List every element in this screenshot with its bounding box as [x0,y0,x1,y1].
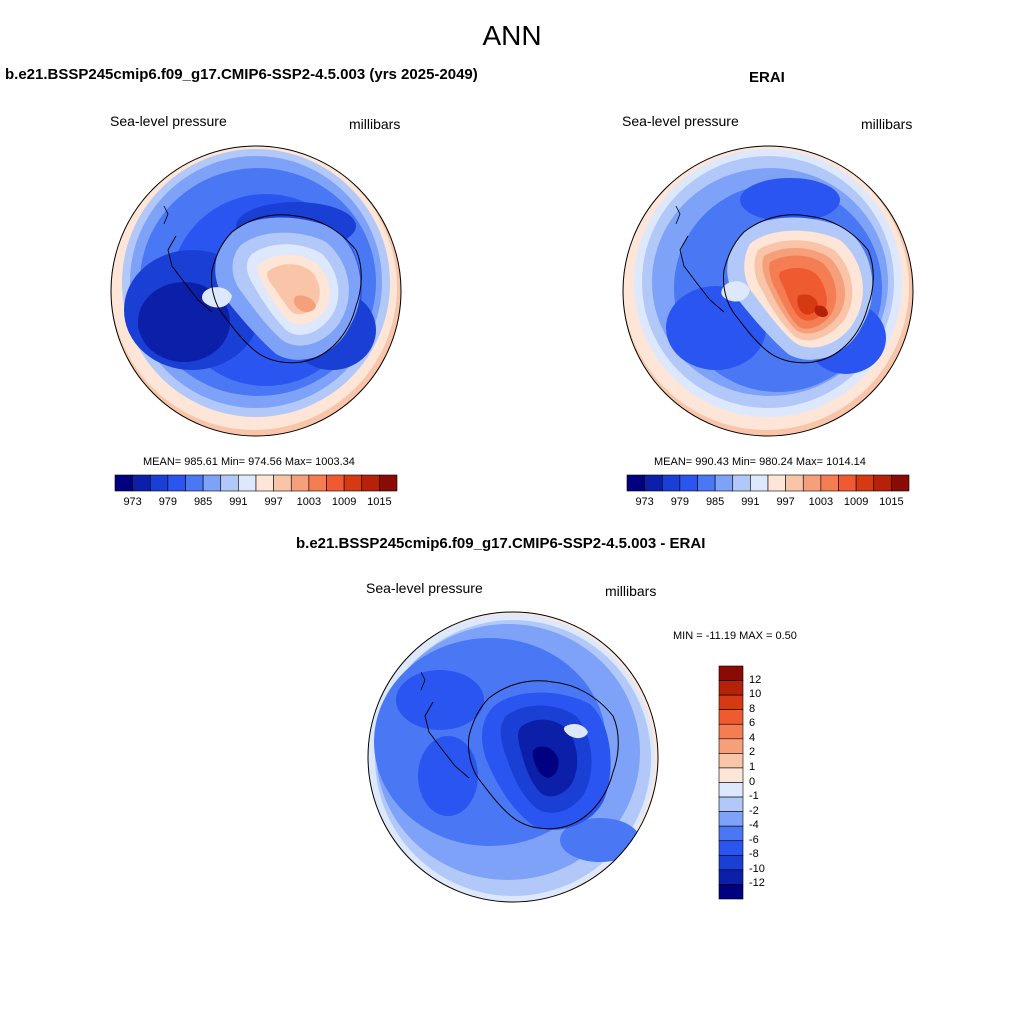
colorbar-tick-label: 997 [776,496,795,508]
colorbar-swatch [149,474,169,492]
colorbar-swatch [379,474,398,492]
colorbar-swatch [273,474,292,492]
colorbar-tick-label: 12 [749,673,762,686]
colorbar-swatch [220,474,239,492]
model-panel-title: b.e21.BSSP245cmip6.f09_g17.CMIP6-SSP2-4.… [5,66,478,83]
colorbar-tick-label: 991 [741,496,760,508]
colorbar-swatch [838,474,857,492]
colorbar-tick-label: 2 [749,746,756,759]
colorbar-tick-label: 1015 [367,496,392,508]
colorbar-tick-label: 8 [749,702,756,715]
colorbar-swatch [718,840,744,856]
diff-stats: MIN = -11.19 MAX = 0.50 [673,630,797,642]
colorbar-swatch [308,474,327,492]
colorbar-tick-label: 985 [705,496,725,508]
colorbar-swatch [132,474,151,492]
colorbar-swatch [718,723,744,740]
colorbar-tick-label: 997 [264,496,283,508]
colorbar-swatch [750,474,769,492]
colorbar-swatch [238,474,257,492]
colorbar-swatch [767,474,786,492]
colorbar-swatch [820,474,839,492]
model-colorbar [114,474,398,492]
colorbar-tick-label: 979 [670,496,690,508]
colorbar-tick-label: -12 [749,877,765,890]
colorbar-swatch [718,680,744,696]
colorbar-tick-label: 0 [749,775,756,788]
colorbar-tick-label: 973 [123,496,142,508]
model-variable-label: Sea-level pressure [110,113,227,129]
colorbar-tick-label: 1003 [808,496,834,508]
colorbar-swatch [718,825,744,842]
colorbar-tick-label: 1015 [879,496,904,508]
colorbar-swatch [718,753,744,769]
colorbar-swatch [644,474,663,492]
colorbar-swatch [718,767,744,783]
colorbar-tick-label: 6 [749,717,756,730]
diff-units-label: millibars [605,583,657,599]
model-map [110,145,402,437]
colorbar-tick-label: -6 [749,833,759,846]
colorbar-swatch [718,782,744,798]
diff-colorbar [718,665,744,900]
model-units-label: millibars [349,116,401,132]
obs-panel-title: ERAI [749,69,785,86]
colorbar-tick-label: -2 [749,804,759,817]
colorbar-tick-label: 979 [158,496,178,508]
colorbar-tick-label: 10 [749,688,762,701]
colorbar-swatch [802,474,822,492]
colorbar-tick-label: -4 [749,819,759,832]
colorbar-tick-label: -10 [749,862,765,875]
model-stats: MEAN= 985.61 Min= 974.56 Max= 1003.34 [143,456,355,468]
colorbar-swatch [718,709,744,725]
colorbar-tick-label: 991 [229,496,248,508]
colorbar-swatch [732,474,751,492]
colorbar-swatch [185,474,204,492]
colorbar-swatch [255,474,274,492]
colorbar-swatch [891,474,910,492]
colorbar-swatch [679,474,698,492]
colorbar-tick-label: 973 [635,496,654,508]
colorbar-swatch [718,694,744,710]
diff-map [367,611,659,903]
obs-units-label: millibars [861,116,913,132]
page-title: ANN [482,20,542,51]
colorbar-swatch [697,474,716,492]
colorbar-swatch [343,474,363,492]
colorbar-tick-label: 1009 [843,496,869,508]
obs-map [622,145,914,437]
colorbar-swatch [785,474,804,492]
colorbar-swatch [718,738,744,754]
colorbar-swatch [167,474,186,492]
colorbar-swatch [718,811,744,827]
obs-variable-label: Sea-level pressure [622,113,739,129]
colorbar-swatch [718,796,744,812]
obs-colorbar [626,474,910,492]
colorbar-swatch [873,474,892,492]
colorbar-swatch [661,474,681,492]
colorbar-swatch [718,855,744,871]
colorbar-tick-label: -1 [749,790,759,803]
colorbar-swatch [114,474,133,492]
colorbar-swatch [202,474,222,492]
colorbar-tick-label: 1 [749,760,756,773]
colorbar-tick-label: 985 [193,496,213,508]
colorbar-swatch [714,474,734,492]
colorbar-tick-label: 1003 [296,496,322,508]
diff-panel-title: b.e21.BSSP245cmip6.f09_g17.CMIP6-SSP2-4.… [296,535,706,552]
colorbar-tick-label: 1009 [331,496,357,508]
colorbar-swatch [626,474,645,492]
diff-variable-label: Sea-level pressure [366,580,483,596]
colorbar-swatch [718,665,744,681]
colorbar-swatch [290,474,310,492]
colorbar-swatch [718,869,744,885]
colorbar-swatch [855,474,875,492]
colorbar-tick-label: -8 [749,848,759,861]
colorbar-swatch [361,474,380,492]
colorbar-swatch [326,474,345,492]
colorbar-tick-label: 4 [749,731,756,744]
obs-stats: MEAN= 990.43 Min= 980.24 Max= 1014.14 [654,456,866,468]
colorbar-swatch [718,884,744,900]
